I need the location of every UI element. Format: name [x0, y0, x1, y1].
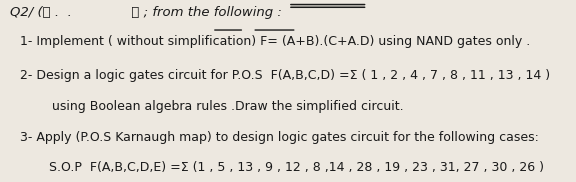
Text: 1- Implement ( without simplification) F= (A+B).(C+A.D) using NAND gates only .: 1- Implement ( without simplification) F… [20, 35, 530, 48]
Text: Q2/ (一 .  .              ⤵ ; from the following :: Q2/ (一 . . ⤵ ; from the following : [10, 6, 282, 19]
Text: using Boolean algebra rules .Draw the simplified circuit.: using Boolean algebra rules .Draw the si… [52, 100, 403, 113]
Text: S.O.P  F(A,B,C,D,E) =Σ (1 , 5 , 13 , 9 , 12 , 8 ,14 , 28 , 19 , 23 , 31, 27 , 30: S.O.P F(A,B,C,D,E) =Σ (1 , 5 , 13 , 9 , … [49, 161, 544, 174]
Text: 2- Design a logic gates circuit for P.O.S  F(A,B,C,D) =Σ ( 1 , 2 , 4 , 7 , 8 , 1: 2- Design a logic gates circuit for P.O.… [20, 69, 550, 82]
Text: 3- Apply (P.O.S Karnaugh map) to design logic gates circuit for the following ca: 3- Apply (P.O.S Karnaugh map) to design … [20, 131, 539, 144]
